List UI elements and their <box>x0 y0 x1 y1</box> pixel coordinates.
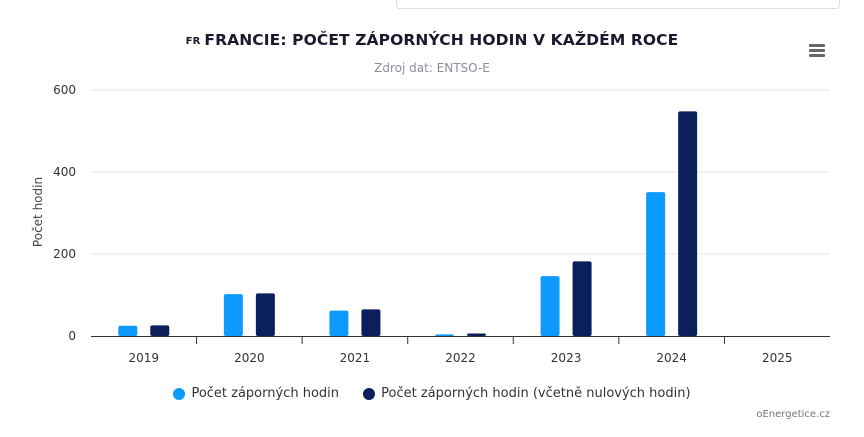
x-tick-label: 2019 <box>129 351 160 365</box>
legend-label-negative-hours: Počet záporných hodin <box>191 386 340 401</box>
legend-item-including-zero-hours[interactable]: Počet záporných hodin (včetně nulových h… <box>363 386 691 401</box>
y-tick-label: 600 <box>53 83 76 97</box>
bar-2022-series-1 <box>435 334 454 336</box>
y-tick-label: 200 <box>53 247 76 261</box>
x-tick-label: 2024 <box>656 351 687 365</box>
source-credit: oEnergetice.cz <box>756 409 830 420</box>
bar-2019-series-1 <box>118 325 138 336</box>
chart-title: FR FRANCIE: POČET ZÁPORNÝCH HODIN V KAŽDÉ… <box>0 31 864 49</box>
bar-2022-series-2 <box>467 333 486 336</box>
chart-subtitle: Zdroj dat: ENTSO-E <box>374 61 490 75</box>
bar-2024-series-1 <box>646 192 666 336</box>
chart-title-text: FRANCIE: POČET ZÁPORNÝCH HODIN V KAŽDÉM … <box>204 31 679 49</box>
bar-2021-series-2 <box>361 309 381 336</box>
bar-2024-series-2 <box>678 111 698 336</box>
x-tick-label: 2023 <box>551 351 582 365</box>
legend-label-including-zero-hours: Počet záporných hodin (včetně nulových h… <box>381 386 691 401</box>
bar-2020-series-1 <box>223 294 243 336</box>
legend: Počet záporných hodin Počet záporných ho… <box>0 386 864 404</box>
x-tick-label: 2020 <box>234 351 265 365</box>
bar-2021-series-1 <box>329 310 349 336</box>
legend-item-negative-hours[interactable]: Počet záporných hodin <box>173 386 339 401</box>
bar-2023-series-2 <box>572 261 592 336</box>
legend-marker-negative-hours <box>173 387 186 400</box>
y-tick-label: 0 <box>68 329 76 343</box>
bar-2020-series-2 <box>255 293 275 336</box>
bar-2019-series-2 <box>150 325 170 336</box>
top-panel-edge <box>396 0 840 9</box>
bar-2023-series-1 <box>540 276 560 336</box>
x-tick-label: 2021 <box>340 351 371 365</box>
x-tick-label: 2025 <box>762 351 793 365</box>
hamburger-menu-icon[interactable] <box>806 42 828 60</box>
x-tick-label: 2022 <box>445 351 476 365</box>
bar-chart: 0 200 400 600 2019 2020 2021 2022 2023 2024 2025 <box>53 83 830 365</box>
y-tick-label: 400 <box>53 165 76 179</box>
flag-code: FR <box>185 36 201 47</box>
legend-marker-including-zero-hours <box>363 387 376 400</box>
